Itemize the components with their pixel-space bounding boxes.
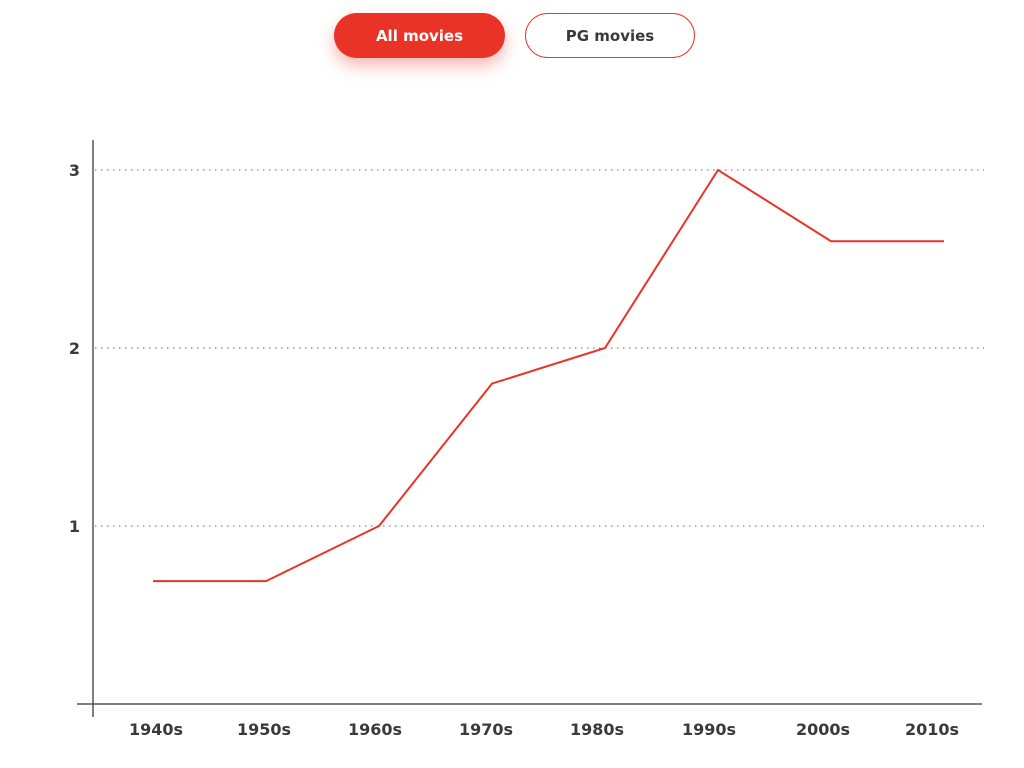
y-tick-label: 2 — [69, 339, 80, 358]
series-line — [153, 168, 944, 583]
y-tick-label: 1 — [69, 517, 80, 536]
x-tick-label: 2000s — [796, 720, 850, 739]
x-tick-label: 1970s — [459, 720, 513, 739]
x-tick-label: 1990s — [682, 720, 736, 739]
x-tick-label: 1940s — [129, 720, 183, 739]
y-tick-label: 3 — [69, 161, 80, 180]
x-tick-label: 1980s — [570, 720, 624, 739]
x-tick-label: 1960s — [348, 720, 402, 739]
pg-movies-button[interactable]: PG movies — [525, 13, 695, 58]
all-movies-button[interactable]: All movies — [334, 13, 505, 58]
x-tick-label: 1950s — [237, 720, 291, 739]
x-tick-label: 2010s — [905, 720, 959, 739]
